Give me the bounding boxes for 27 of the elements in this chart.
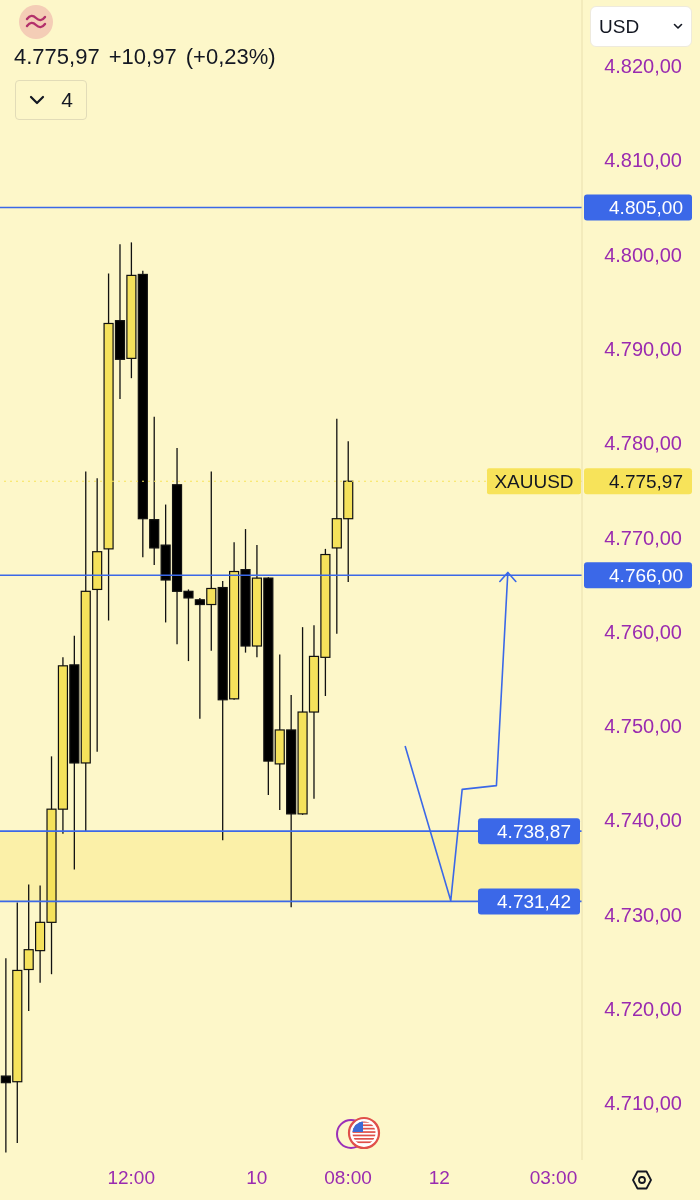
y-tick-label: 4.730,00 [604, 903, 682, 926]
y-tick-label: 4.800,00 [604, 243, 682, 266]
x-tick-label: 12 [428, 1167, 450, 1189]
ref-line-label: 4.731,42 [497, 891, 571, 913]
y-tick-label: 4.790,00 [604, 337, 682, 360]
collapse-button: 4 [15, 80, 87, 120]
ref-line-label: 4.805,00 [609, 197, 683, 219]
ref-line-label: 4.766,00 [609, 564, 683, 586]
y-tick-label: 4.720,00 [604, 998, 682, 1021]
y-tick-label: 4.810,00 [604, 149, 682, 172]
annotation: XAUUSD [494, 470, 574, 492]
x-tick-label: 03:00 [529, 1167, 578, 1189]
ref-line-label: 4.738,87 [497, 820, 571, 842]
x-tick-label: 12:00 [107, 1167, 156, 1189]
x-tick-label: 08:00 [324, 1167, 372, 1189]
y-tick-label: 4.710,00 [604, 1092, 682, 1115]
y-tick-label: 4.780,00 [604, 432, 682, 455]
y-tick-label: 4.820,00 [604, 55, 682, 78]
y-tick-label: 4.770,00 [604, 526, 682, 549]
ref-line-label: 4.775,97 [609, 470, 683, 492]
y-tick-label: 4.750,00 [604, 715, 682, 738]
currency-dropdown: USD [590, 6, 692, 47]
text: 4.775,97 +10,97 (+0,23%) [14, 44, 276, 70]
annotation: 4 [61, 88, 73, 112]
x-tick-label: 10 [246, 1167, 268, 1189]
y-tick-label: 4.760,00 [604, 620, 682, 643]
y-tick-label: 4.740,00 [604, 809, 682, 832]
